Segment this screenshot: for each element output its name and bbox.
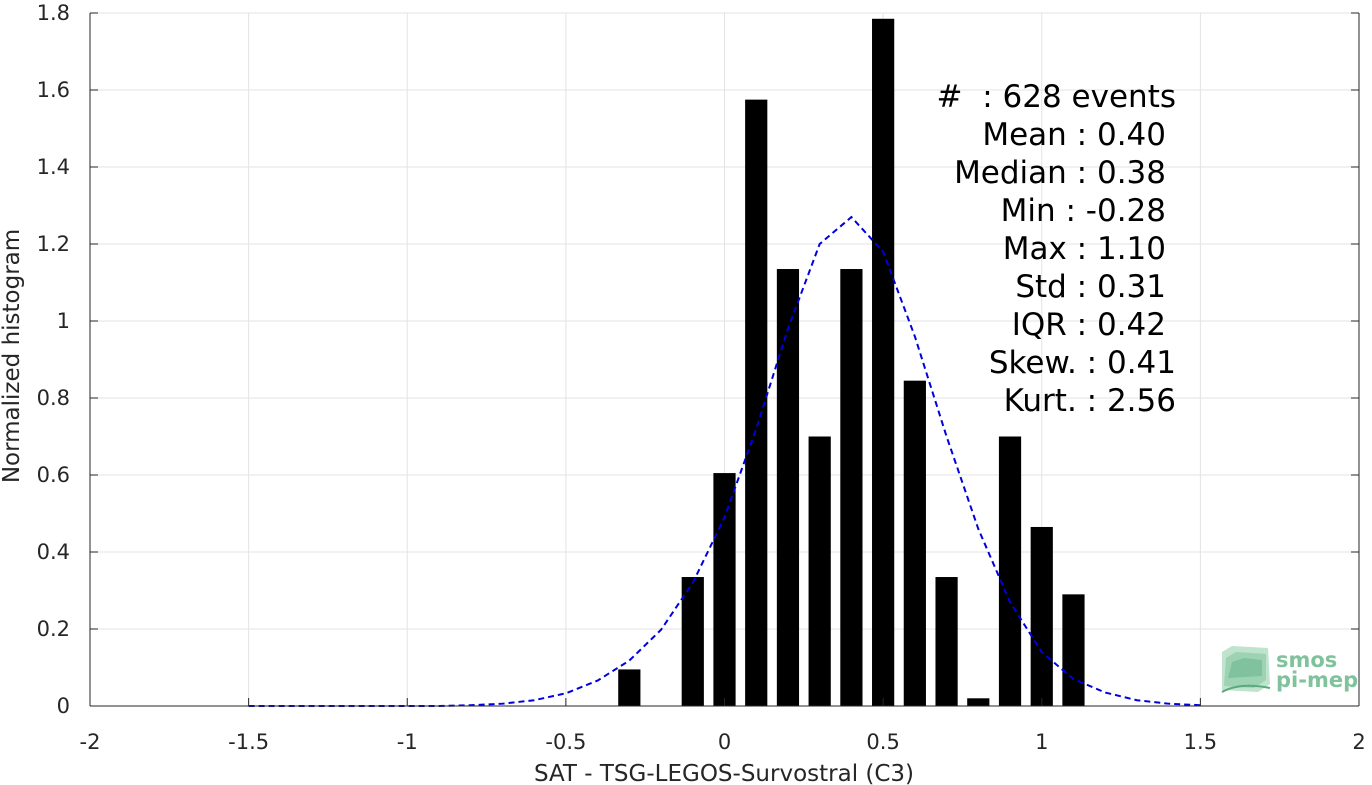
x-tick-label: -1	[397, 730, 418, 754]
x-axis-label: SAT - TSG-LEGOS-Survostral (C3)	[534, 761, 914, 785]
bar-layer	[618, 18, 1085, 706]
histogram-bar	[1062, 594, 1085, 706]
x-tick-labels: -2 -1.5 -1 -0.5 0 0.5 1 1.5 2	[80, 730, 1366, 754]
x-tick-label: 1.5	[1184, 730, 1217, 754]
histogram-bar	[745, 99, 768, 706]
x-tick-label: -1.5	[228, 730, 269, 754]
logo-line-2: pi-mep	[1276, 668, 1358, 692]
histogram-bar	[681, 577, 704, 706]
histogram-bar	[618, 669, 641, 706]
y-tick-label: 1.4	[37, 155, 70, 179]
gaussian-fit-line	[248, 215, 1201, 707]
histogram-bar	[776, 269, 800, 706]
stat-skew: Skew. : 0.41	[989, 345, 1176, 381]
histogram-bar	[808, 436, 831, 706]
histogram-bar	[713, 473, 736, 706]
stat-kurt: Kurt. : 2.56	[1004, 383, 1176, 419]
stat-mean: Mean : 0.40	[982, 117, 1166, 153]
y-tick-label: 0.6	[37, 463, 70, 487]
y-tick-label: 1.8	[37, 1, 70, 25]
x-tick-label: 0	[718, 730, 731, 754]
histogram-bar	[840, 269, 863, 706]
histogram-bar	[1030, 526, 1053, 706]
fit-curve-layer	[248, 215, 1201, 707]
stat-iqr: IQR : 0.42	[1012, 307, 1166, 343]
x-tick-label: 1	[1035, 730, 1048, 754]
histogram-bar	[967, 698, 990, 706]
stat-max: Max : 1.10	[1003, 231, 1166, 267]
y-tick-labels: 0 0.2 0.4 0.6 0.8 1 1.2 1.4 1.6 1.8	[37, 1, 70, 718]
x-tick-label: -2	[80, 730, 101, 754]
histogram-bar	[935, 577, 958, 706]
stat-median: Median : 0.38	[954, 155, 1166, 191]
logo-line-1: smos	[1276, 648, 1337, 672]
y-tick-label: 0.4	[37, 540, 70, 564]
stats-box: # : 628 events Mean : 0.40 Median : 0.38…	[937, 79, 1176, 419]
x-tick-label: -0.5	[545, 730, 586, 754]
x-tick-label: 0.5	[866, 730, 899, 754]
y-axis-label: Normalized histogram	[0, 229, 25, 483]
y-tick-label: 0.2	[37, 617, 70, 641]
y-tick-label: 0.8	[37, 386, 70, 410]
stat-min: Min : -0.28	[1001, 193, 1166, 229]
x-tick-label: 2	[1352, 730, 1365, 754]
smos-pimep-logo: smos pi-mep	[1221, 646, 1358, 693]
stat-std: Std : 0.31	[1015, 269, 1166, 305]
axes	[89, 12, 1360, 707]
y-tick-label: 1.2	[37, 232, 70, 256]
stat-count: # : 628 events	[937, 79, 1176, 115]
histogram-bar	[998, 436, 1022, 706]
logo-mark-icon	[1221, 646, 1271, 693]
y-tick-label: 1	[57, 309, 70, 333]
histogram-bar	[872, 18, 895, 706]
histogram-bar	[903, 380, 926, 706]
y-tick-label: 1.6	[37, 78, 70, 102]
y-tick-label: 0	[57, 694, 70, 718]
